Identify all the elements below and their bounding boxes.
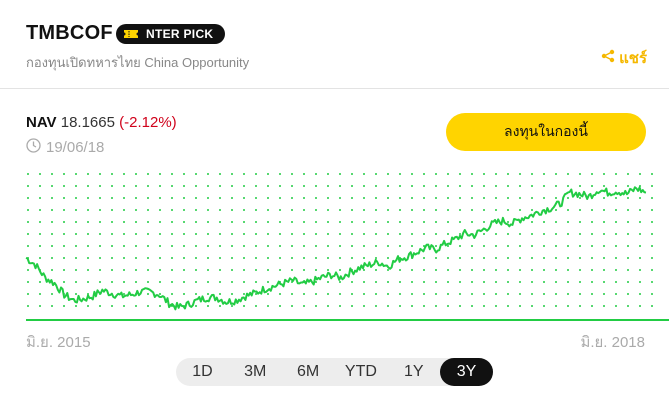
nav-value: 18.1665 — [60, 114, 115, 131]
nav-date-row: 19/06/18 — [26, 138, 104, 157]
chart-grid — [27, 173, 653, 307]
range-selector: 1D 3M 6M YTD 1Y 3Y — [176, 358, 493, 386]
badge-label: NTER PICK — [146, 27, 214, 41]
nav-change: (-2.12%) — [119, 114, 177, 131]
x-end-label: มิ.ย. 2018 — [580, 334, 645, 351]
invest-button[interactable]: ลงทุนในกองนี้ — [446, 113, 646, 151]
nav-chart — [25, 173, 669, 321]
fund-name: กองทุนเปิดทหารไทย China Opportunity — [26, 55, 250, 70]
nav-series-line — [25, 186, 647, 311]
ticket-icon — [122, 28, 140, 40]
range-button-1y[interactable]: 1Y — [403, 363, 424, 380]
pick-badge: NTER PICK — [116, 24, 226, 44]
range-button-3y[interactable]: 3Y — [440, 358, 493, 386]
nav-row: NAV 18.1665 (-2.12%) — [26, 114, 177, 131]
fund-code: TMBCOF — [26, 22, 113, 44]
share-label: แชร์ — [619, 50, 647, 67]
x-start-label: มิ.ย. 2015 — [26, 334, 91, 351]
nav-date: 19/06/18 — [46, 139, 105, 156]
share-button[interactable]: แชร์ — [601, 46, 647, 70]
range-button-6m[interactable]: 6M — [296, 363, 320, 380]
share-icon — [601, 49, 615, 67]
nav-label: NAV — [26, 114, 57, 131]
fund-header: TMBCOF NTER PICK กองทุนเปิดทหารไทย China… — [0, 0, 669, 89]
clock-icon — [26, 138, 41, 157]
range-button-3m[interactable]: 3M — [244, 363, 267, 380]
range-button-1d[interactable]: 1D — [192, 363, 213, 380]
range-button-ytd[interactable]: YTD — [344, 363, 377, 380]
